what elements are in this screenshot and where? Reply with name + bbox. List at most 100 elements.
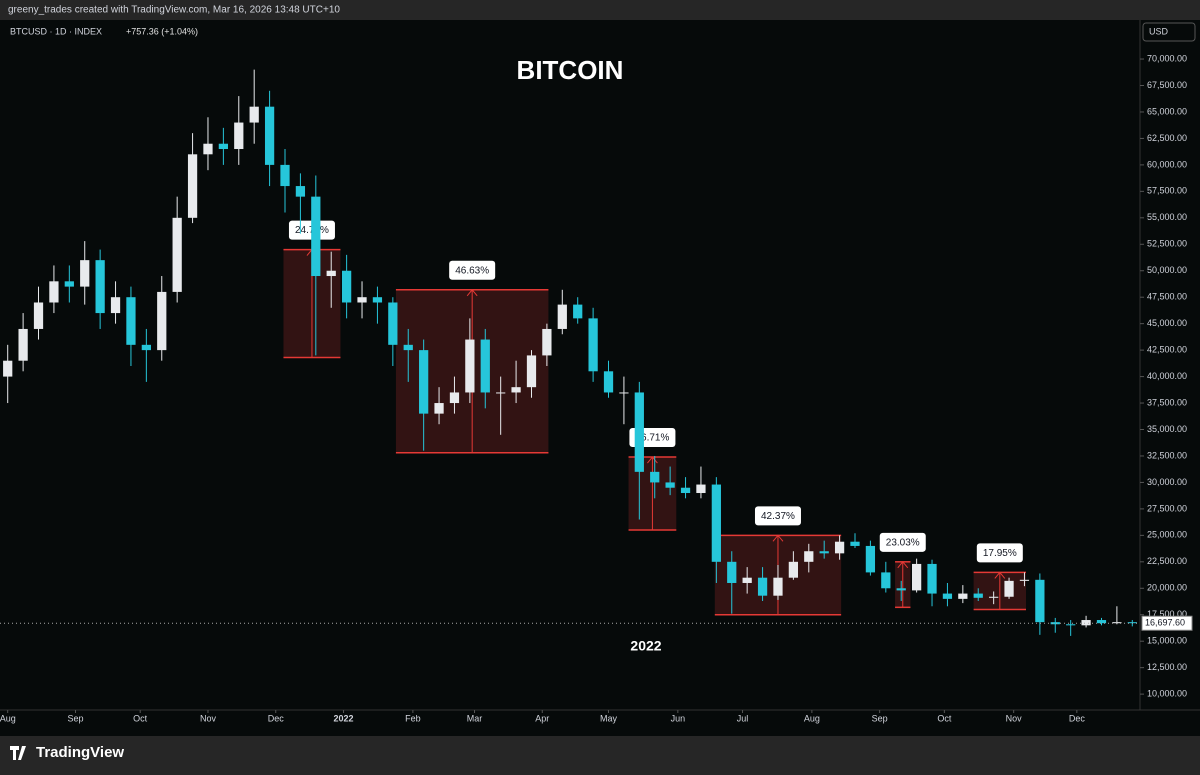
- y-tick-label: 55,000.00: [1147, 212, 1187, 222]
- candle-body: [1035, 579, 1045, 623]
- candle-body: [18, 328, 28, 361]
- candle-body: [1081, 620, 1091, 626]
- candle-body: [511, 387, 521, 393]
- y-tick-label: 22,500.00: [1147, 556, 1187, 566]
- y-tick-label: 35,000.00: [1147, 424, 1187, 434]
- last-price-box: [1141, 615, 1193, 631]
- symbol: BTCUSD · 1D · INDEX: [10, 26, 102, 36]
- x-tick-label: Oct: [937, 713, 952, 723]
- candle-body: [388, 302, 398, 345]
- y-tick-label: 10,000.00: [1147, 688, 1187, 698]
- x-tick-label: Jul: [737, 713, 749, 723]
- candle-body: [912, 563, 922, 591]
- candle-body: [157, 291, 167, 351]
- candle-body: [326, 270, 336, 277]
- candle-body: [742, 577, 752, 583]
- candle-body: [665, 482, 675, 488]
- arrow-head: [994, 571, 1006, 579]
- change: +757.36 (+1.04%): [126, 26, 198, 36]
- candle-body: [619, 392, 629, 394]
- arrow-head: [897, 561, 909, 569]
- y-tick-label: 17,500.00: [1147, 609, 1187, 619]
- candle-body: [1019, 579, 1030, 581]
- y-tick-label: 65,000.00: [1147, 106, 1187, 116]
- candle-body: [110, 297, 121, 314]
- candle-body: [3, 360, 13, 377]
- candle-body: [80, 260, 90, 287]
- candle-body: [449, 392, 460, 404]
- y-tick-label: 25,000.00: [1147, 530, 1187, 540]
- candle-body: [33, 302, 44, 329]
- candle-body: [834, 541, 845, 554]
- candle-body: [218, 143, 228, 150]
- y-tick-label: 20,000.00: [1147, 583, 1187, 593]
- candle-body: [49, 281, 59, 303]
- candle-body: [865, 545, 876, 573]
- x-tick-label: Nov: [200, 713, 217, 723]
- y-tick-label: 60,000.00: [1147, 159, 1187, 169]
- candle-body: [881, 572, 891, 589]
- candle-body: [804, 551, 814, 562]
- candle-body: [295, 186, 306, 197]
- candle-body: [711, 484, 721, 562]
- candle-body: [526, 355, 537, 388]
- y-tick-label: 70,000.00: [1147, 53, 1187, 63]
- candle-body: [727, 561, 737, 583]
- candle-body: [280, 164, 290, 187]
- y-tick-label: 30,000.00: [1147, 477, 1187, 487]
- y-tick-label: 62,500.00: [1147, 133, 1187, 143]
- y-tick-label: 42,500.00: [1147, 344, 1187, 354]
- y-tick-label: 15,000.00: [1147, 636, 1187, 646]
- candle-body: [264, 106, 275, 165]
- y-tick-label: 37,500.00: [1147, 397, 1187, 407]
- currency[interactable]: USD: [1149, 26, 1169, 36]
- candle-body: [603, 371, 614, 393]
- y-tick-label: 27,500.00: [1147, 503, 1187, 513]
- candle-body: [958, 593, 968, 599]
- x-tick-label: Nov: [1006, 713, 1023, 723]
- candle-body: [573, 304, 583, 319]
- candle-body: [1112, 622, 1122, 624]
- logo-mark: [10, 746, 26, 760]
- candle-body: [480, 339, 490, 393]
- candle-body: [896, 588, 906, 591]
- arrow-head: [466, 289, 478, 297]
- y-tick-label: 40,000.00: [1147, 371, 1187, 381]
- y-tick-label: 12,500.00: [1147, 662, 1187, 672]
- y-tick-label: 67,500.00: [1147, 80, 1187, 90]
- candle-body: [311, 196, 321, 277]
- x-tick-label: Dec: [1069, 713, 1086, 723]
- candle-body: [1066, 624, 1076, 626]
- candle-body: [557, 304, 567, 329]
- candle-body: [696, 484, 706, 494]
- candle-body: [403, 344, 413, 351]
- x-tick-label: May: [600, 713, 618, 723]
- candle-body: [542, 328, 552, 356]
- box-label: 23.03%: [886, 537, 920, 548]
- box-label-bg: [449, 260, 496, 280]
- candle-body: [372, 297, 383, 303]
- box-label: 17.95%: [983, 548, 1017, 559]
- box-label: 26.71%: [635, 433, 669, 444]
- x-tick-label: Sep: [872, 713, 888, 723]
- currency-box[interactable]: [1142, 22, 1196, 42]
- last-price-label: 16,697.60: [1145, 618, 1185, 628]
- candle-body: [465, 339, 475, 393]
- y-tick-label: 47,500.00: [1147, 292, 1187, 302]
- x-tick-label: Oct: [133, 713, 148, 723]
- candle-body: [819, 551, 829, 554]
- arrow-head: [772, 534, 784, 542]
- candle-body: [1096, 620, 1107, 624]
- brand: TradingView: [36, 744, 124, 761]
- x-tick-label: Dec: [268, 713, 285, 723]
- x-tick-label: Mar: [467, 713, 483, 723]
- candle-body: [64, 281, 74, 287]
- candle-body: [434, 403, 444, 414]
- candle-body: [357, 297, 367, 303]
- candle-body: [973, 593, 983, 598]
- candle-body: [141, 344, 151, 351]
- y-tick-label: 50,000.00: [1147, 265, 1187, 275]
- y-tick-label: 57,500.00: [1147, 186, 1187, 196]
- x-tick-label: Apr: [535, 713, 549, 723]
